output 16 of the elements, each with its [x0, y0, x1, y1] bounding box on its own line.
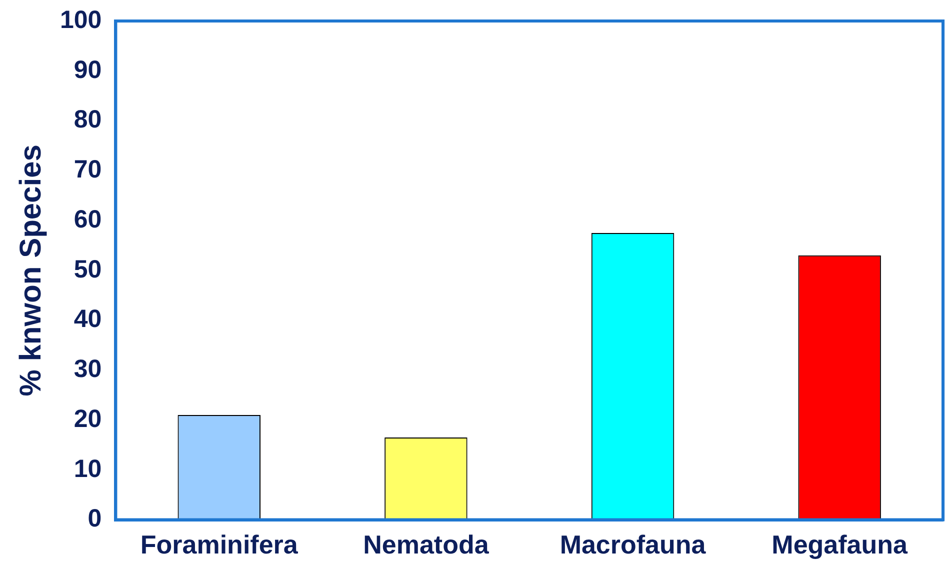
x-tick-label: Macrofauna [560, 530, 706, 560]
y-tick-label: 90 [74, 56, 102, 84]
y-tick-label: 80 [74, 106, 102, 134]
x-tick-label: Foraminifera [140, 530, 298, 560]
y-tick-label: 30 [74, 355, 102, 384]
y-tick-label: 70 [74, 156, 102, 184]
y-tick-label: 50 [74, 255, 102, 284]
x-tick-label: Nematoda [363, 530, 490, 560]
y-tick-label: 0 [88, 504, 102, 533]
y-tick-label: 40 [74, 305, 102, 334]
y-tick-label: 60 [74, 205, 102, 234]
y-tick-label: 100 [60, 6, 102, 34]
y-tick-label: 10 [74, 454, 102, 483]
x-tick-label: Megafauna [772, 530, 908, 560]
y-axis-title: % knwon Species [14, 144, 48, 396]
y-tick-label: 20 [74, 404, 102, 433]
